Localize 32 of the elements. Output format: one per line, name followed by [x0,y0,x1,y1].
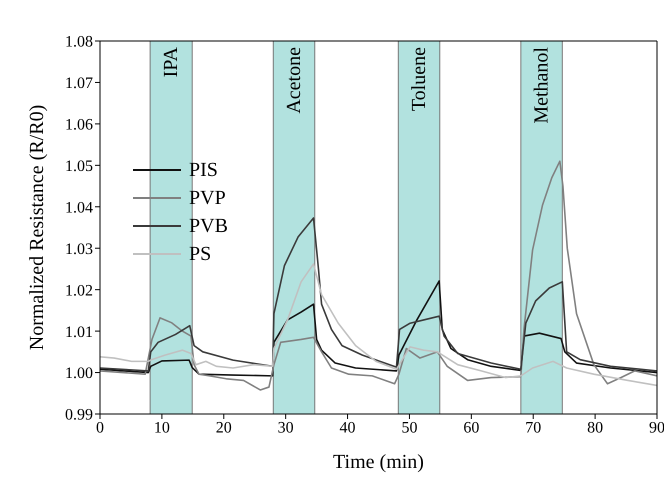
y-tick-label: 1.02 [65,282,93,300]
line-series [100,263,657,386]
x-tick-label: 10 [154,419,170,436]
y-tick-label: 1.00 [65,365,93,382]
legend-label: PVP [189,186,226,210]
x-tick-label: 0 [96,419,104,436]
y-tick-label: 1.07 [65,75,93,92]
y-tick-label: 1.06 [65,116,93,134]
band-label: IPA [160,46,182,78]
y-tick-label: 1.08 [65,34,93,51]
x-tick-label: 60 [463,419,480,436]
y-tick-label: 0.99 [65,406,93,424]
legend-label: PS [189,242,212,266]
x-tick-label: 70 [525,419,542,436]
x-tick-label: 20 [216,419,232,436]
legend-label: PVB [189,214,228,238]
legend-label: PIS [189,158,218,182]
x-tick-label: 50 [401,419,418,436]
x-axis-title: Time (min) [333,451,424,473]
x-tick-label: 30 [278,419,294,436]
line-series [100,280,657,377]
y-axis-title: Normalized Resistance (R/R0) [26,104,48,350]
y-tick-label: 1.04 [65,199,93,216]
x-tick-label: 80 [587,419,604,436]
y-tick-label: 1.05 [65,158,93,176]
y-tick-label: 1.03 [65,240,93,258]
line-series [100,217,657,372]
band-label: Acetone [283,46,306,114]
y-tick-label: 1.01 [65,324,93,341]
x-tick-label: 40 [340,419,356,436]
band-label: Toluene [408,46,430,112]
band-label: Methanol [530,46,553,124]
